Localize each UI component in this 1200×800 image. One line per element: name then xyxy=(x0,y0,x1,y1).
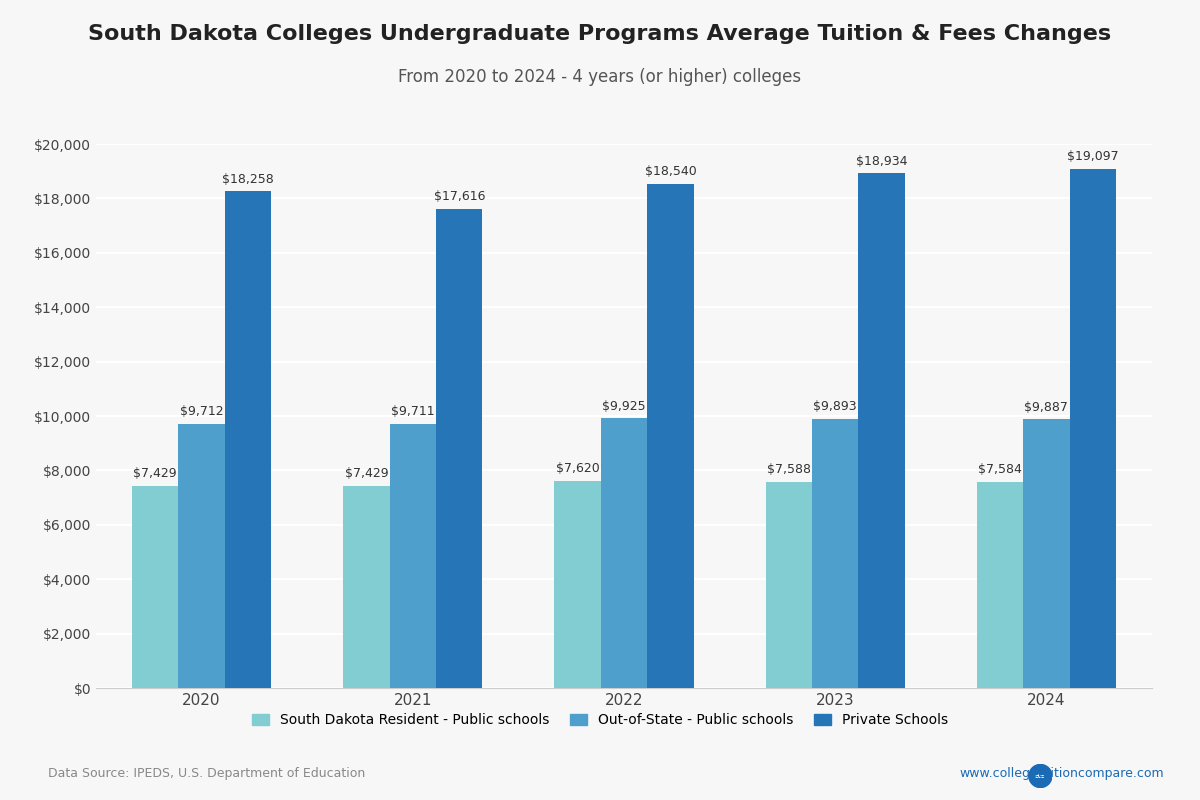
Bar xyxy=(601,418,647,688)
Text: $9,887: $9,887 xyxy=(1025,401,1068,414)
Bar xyxy=(977,482,1024,688)
Bar xyxy=(766,482,812,688)
Bar xyxy=(343,486,390,688)
Bar xyxy=(224,191,271,688)
Bar xyxy=(390,424,436,688)
Text: South Dakota Colleges Undergraduate Programs Average Tuition & Fees Changes: South Dakota Colleges Undergraduate Prog… xyxy=(89,24,1111,44)
Text: $17,616: $17,616 xyxy=(433,190,485,203)
Text: $19,097: $19,097 xyxy=(1067,150,1118,163)
Bar xyxy=(436,209,482,688)
Circle shape xyxy=(1028,765,1052,787)
Bar xyxy=(554,481,601,688)
Bar xyxy=(1024,419,1069,688)
Text: $18,934: $18,934 xyxy=(856,154,907,167)
Bar xyxy=(179,424,224,688)
Text: From 2020 to 2024 - 4 years (or higher) colleges: From 2020 to 2024 - 4 years (or higher) … xyxy=(398,68,802,86)
Text: $18,540: $18,540 xyxy=(644,166,696,178)
Bar xyxy=(647,184,694,688)
Text: $9,712: $9,712 xyxy=(180,406,223,418)
Text: $7,588: $7,588 xyxy=(767,463,811,476)
Text: www.collegetuitioncompare.com: www.collegetuitioncompare.com xyxy=(959,767,1164,780)
Text: $7,429: $7,429 xyxy=(133,467,176,481)
Text: $18,258: $18,258 xyxy=(222,173,274,186)
Bar xyxy=(1069,169,1116,688)
Bar xyxy=(132,486,179,688)
Text: ctc: ctc xyxy=(1036,774,1045,778)
Text: $7,429: $7,429 xyxy=(344,467,388,481)
Text: $9,925: $9,925 xyxy=(602,399,646,413)
Legend: South Dakota Resident - Public schools, Out-of-State - Public schools, Private S: South Dakota Resident - Public schools, … xyxy=(246,708,954,733)
Text: $9,711: $9,711 xyxy=(391,406,434,418)
Text: $9,893: $9,893 xyxy=(814,401,857,414)
Bar xyxy=(812,419,858,688)
Text: $7,620: $7,620 xyxy=(556,462,600,475)
Text: $7,584: $7,584 xyxy=(978,463,1022,476)
Bar xyxy=(858,173,905,688)
Text: Data Source: IPEDS, U.S. Department of Education: Data Source: IPEDS, U.S. Department of E… xyxy=(48,767,365,780)
